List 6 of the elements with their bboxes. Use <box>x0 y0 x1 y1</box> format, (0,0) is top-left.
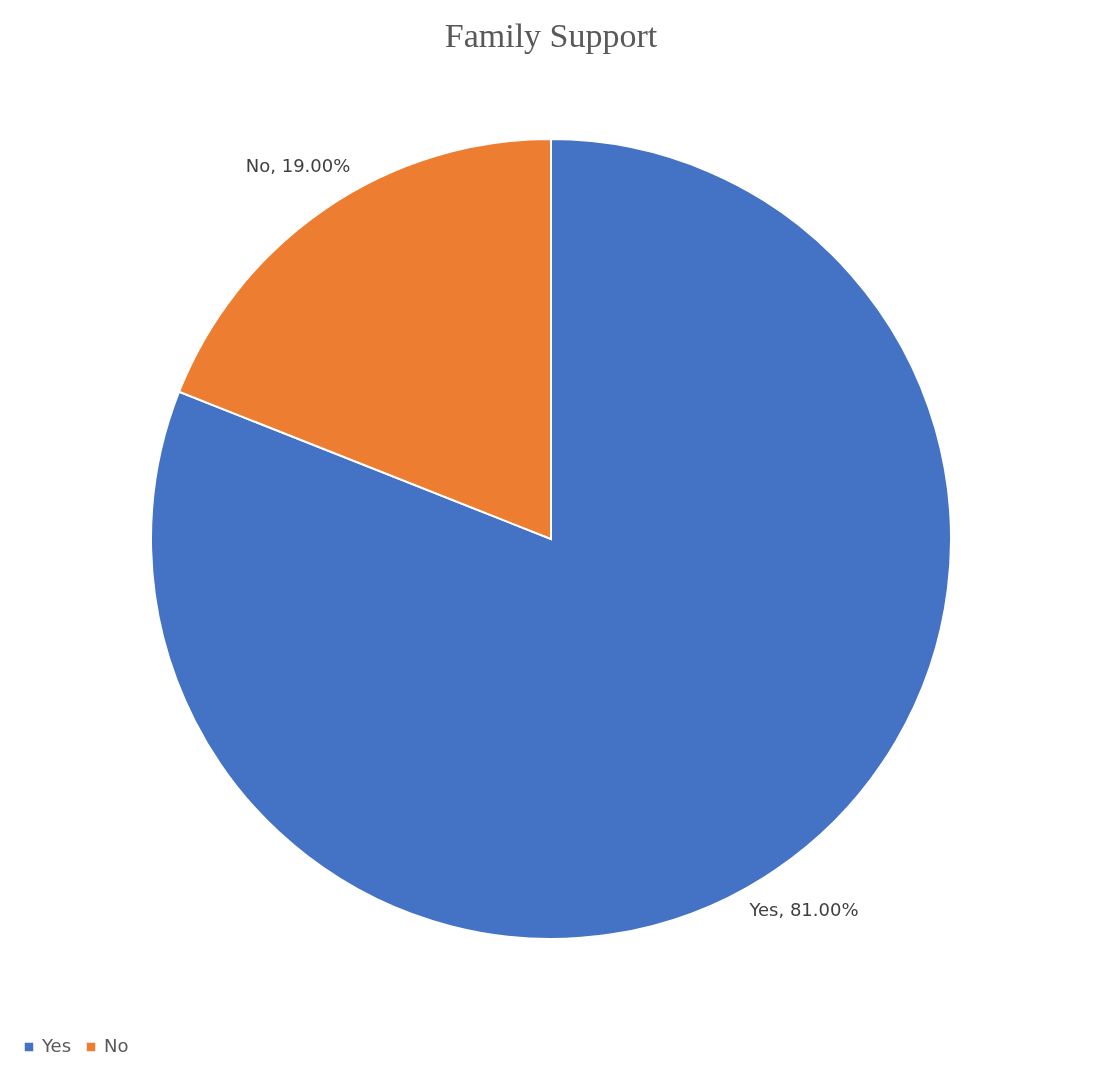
legend-label: No <box>104 1035 129 1056</box>
chart-title: Family Support <box>444 17 658 54</box>
legend-label: Yes <box>41 1035 72 1056</box>
data-label: Yes, 81.00% <box>748 899 859 921</box>
data-label: No, 19.00% <box>245 154 351 176</box>
pie-slice <box>150 138 952 940</box>
